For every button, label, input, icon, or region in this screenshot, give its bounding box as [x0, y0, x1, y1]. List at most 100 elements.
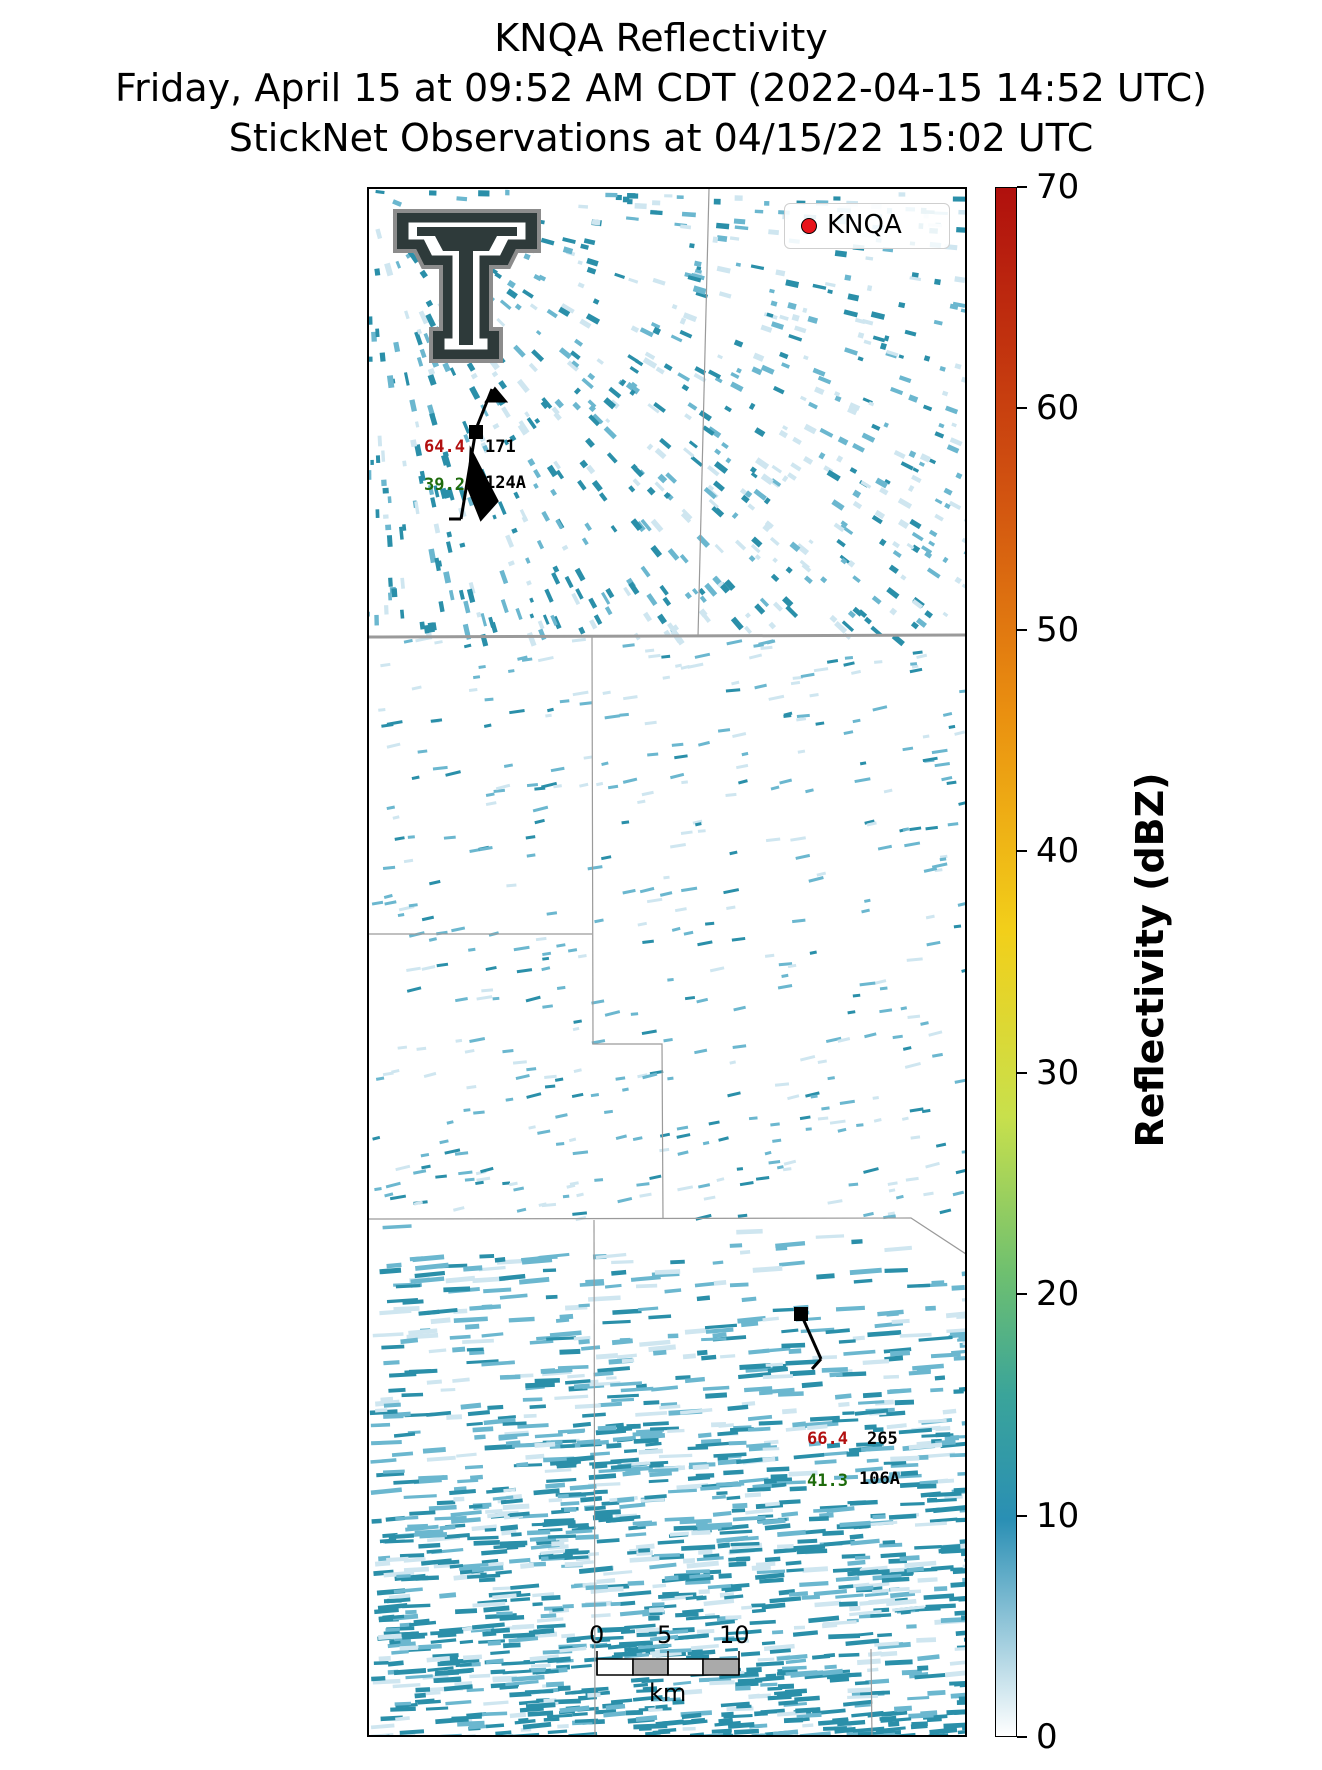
reflectivity-gate [851, 1710, 884, 1718]
reflectivity-gate [445, 1699, 472, 1706]
reflectivity-gate [844, 656, 854, 660]
reflectivity-gate [649, 1562, 677, 1570]
reflectivity-gate [386, 535, 393, 548]
reflectivity-gate [725, 792, 737, 797]
reflectivity-gate [648, 653, 661, 659]
reflectivity-gate [496, 317, 506, 327]
reflectivity-gate [805, 1127, 812, 1131]
reflectivity-gate [589, 1381, 621, 1387]
reflectivity-gate [492, 514, 497, 520]
reflectivity-gate [799, 1731, 831, 1735]
reflectivity-gate [862, 1359, 890, 1365]
reflectivity-gate [484, 697, 494, 702]
reflectivity-gate [906, 542, 915, 550]
reflectivity-gate [559, 1313, 574, 1320]
reflectivity-gate [495, 783, 511, 791]
reflectivity-gate [502, 1735, 530, 1737]
reflectivity-gate [638, 1725, 652, 1731]
reflectivity-gate [585, 437, 595, 448]
reflectivity-gate [898, 375, 912, 384]
reflectivity-gate [545, 1482, 566, 1489]
reflectivity-gate [551, 572, 561, 585]
station-124A-dewpoint: 39.2 [424, 475, 465, 495]
reflectivity-gate [476, 995, 493, 1001]
reflectivity-gate [771, 321, 785, 330]
reflectivity-gate [500, 1524, 519, 1532]
reflectivity-gate [563, 1506, 577, 1512]
reflectivity-gate [605, 1703, 626, 1711]
reflectivity-gate [667, 977, 674, 982]
reflectivity-gate [667, 1428, 685, 1433]
reflectivity-gate [560, 1444, 575, 1449]
reflectivity-gate [751, 366, 763, 376]
reflectivity-gate [808, 1615, 840, 1624]
reflectivity-gate [492, 1593, 517, 1600]
reflectivity-gate [802, 307, 808, 313]
reflectivity-gate [632, 478, 641, 487]
reflectivity-gate [683, 930, 694, 936]
reflectivity-gate [684, 995, 696, 1001]
reflectivity-gate [586, 257, 599, 267]
reflectivity-gate [685, 1569, 710, 1574]
reflectivity-gate [391, 588, 398, 598]
reflectivity-gate [641, 1029, 657, 1036]
reflectivity-gate [432, 765, 448, 771]
reflectivity-gate [533, 469, 542, 479]
reflectivity-gate [630, 518, 643, 531]
reflectivity-gate [628, 581, 640, 595]
reflectivity-gate [574, 338, 584, 347]
reflectivity-gate [596, 358, 604, 365]
reflectivity-gate [571, 592, 581, 606]
reflectivity-gate [788, 334, 803, 342]
reflectivity-gate [385, 1181, 401, 1189]
reflectivity-gate [591, 1613, 611, 1618]
reflectivity-gate [733, 1005, 746, 1012]
reflectivity-gate [837, 1127, 847, 1133]
reflectivity-gate [414, 1692, 426, 1699]
reflectivity-gate [430, 718, 443, 723]
reflectivity-gate [639, 1192, 652, 1198]
reflectivity-gate [375, 1408, 388, 1413]
reflectivity-gate [808, 539, 814, 545]
reflectivity-gate [466, 588, 476, 603]
reflectivity-gate [844, 347, 858, 356]
reflectivity-gate [879, 1008, 893, 1014]
reflectivity-gate [779, 1260, 805, 1267]
reflectivity-gate [434, 640, 443, 645]
reflectivity-gate [910, 1723, 928, 1730]
reflectivity-gate [483, 1605, 510, 1613]
reflectivity-gate [562, 237, 576, 245]
reflectivity-gate [847, 1010, 856, 1015]
reflectivity-gate [737, 1639, 750, 1644]
reflectivity-gate [689, 1732, 705, 1735]
reflectivity-gate [775, 1241, 806, 1248]
reflectivity-gate [505, 534, 515, 548]
reflectivity-gate [929, 1727, 958, 1735]
reflectivity-gate [687, 275, 702, 283]
reflectivity-gate [572, 1712, 588, 1717]
reflectivity-gate [900, 574, 907, 581]
reflectivity-gate [502, 1503, 530, 1511]
reflectivity-gate [555, 519, 564, 530]
reflectivity-gate [741, 751, 749, 757]
reflectivity-gate [543, 1698, 557, 1704]
reflectivity-gate [445, 770, 461, 777]
reflectivity-gate [646, 897, 663, 904]
reflectivity-gate [642, 1072, 658, 1080]
reflectivity-gate [697, 829, 706, 833]
reflectivity-gate [578, 204, 589, 209]
reflectivity-gate [840, 557, 848, 565]
reflectivity-gate [611, 1654, 623, 1659]
reflectivity-gate [499, 1614, 525, 1621]
reflectivity-gate [792, 675, 803, 680]
reflectivity-gate [721, 442, 729, 450]
reflectivity-gate [682, 1726, 696, 1731]
reflectivity-gate [638, 1643, 672, 1650]
reflectivity-gate [852, 500, 863, 510]
reflectivity-gate [682, 312, 698, 323]
reflectivity-gate [401, 1392, 424, 1398]
reflectivity-gate [863, 1211, 874, 1218]
reflectivity-gate [694, 1048, 708, 1055]
radar-map[interactable]: KNQA 64.4 171 39.2 124A 66.4 265 41.3 10… [367, 187, 967, 1737]
reflectivity-gate [502, 1421, 527, 1426]
